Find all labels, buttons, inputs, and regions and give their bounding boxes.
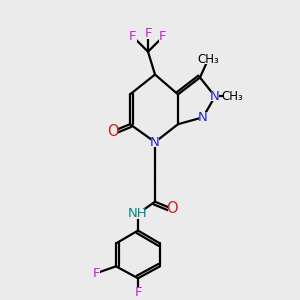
Text: F: F	[92, 267, 100, 280]
Text: O: O	[107, 124, 119, 139]
FancyBboxPatch shape	[159, 32, 167, 42]
FancyBboxPatch shape	[132, 208, 144, 219]
Text: N: N	[210, 90, 220, 103]
FancyBboxPatch shape	[144, 29, 152, 39]
FancyBboxPatch shape	[168, 203, 176, 214]
FancyBboxPatch shape	[224, 92, 240, 101]
Text: CH₃: CH₃	[197, 53, 219, 66]
Text: F: F	[159, 30, 167, 43]
FancyBboxPatch shape	[109, 126, 117, 136]
Text: CH₃: CH₃	[221, 90, 243, 103]
FancyBboxPatch shape	[200, 112, 207, 122]
Text: F: F	[134, 286, 142, 299]
FancyBboxPatch shape	[92, 268, 100, 278]
FancyBboxPatch shape	[200, 55, 216, 64]
Text: NH: NH	[128, 207, 148, 220]
Text: N: N	[198, 111, 208, 124]
FancyBboxPatch shape	[212, 92, 219, 101]
Text: F: F	[144, 27, 152, 40]
Text: N: N	[150, 136, 160, 148]
Text: O: O	[166, 201, 178, 216]
Text: F: F	[129, 30, 137, 43]
FancyBboxPatch shape	[129, 32, 137, 42]
FancyBboxPatch shape	[134, 287, 142, 297]
FancyBboxPatch shape	[152, 137, 159, 147]
